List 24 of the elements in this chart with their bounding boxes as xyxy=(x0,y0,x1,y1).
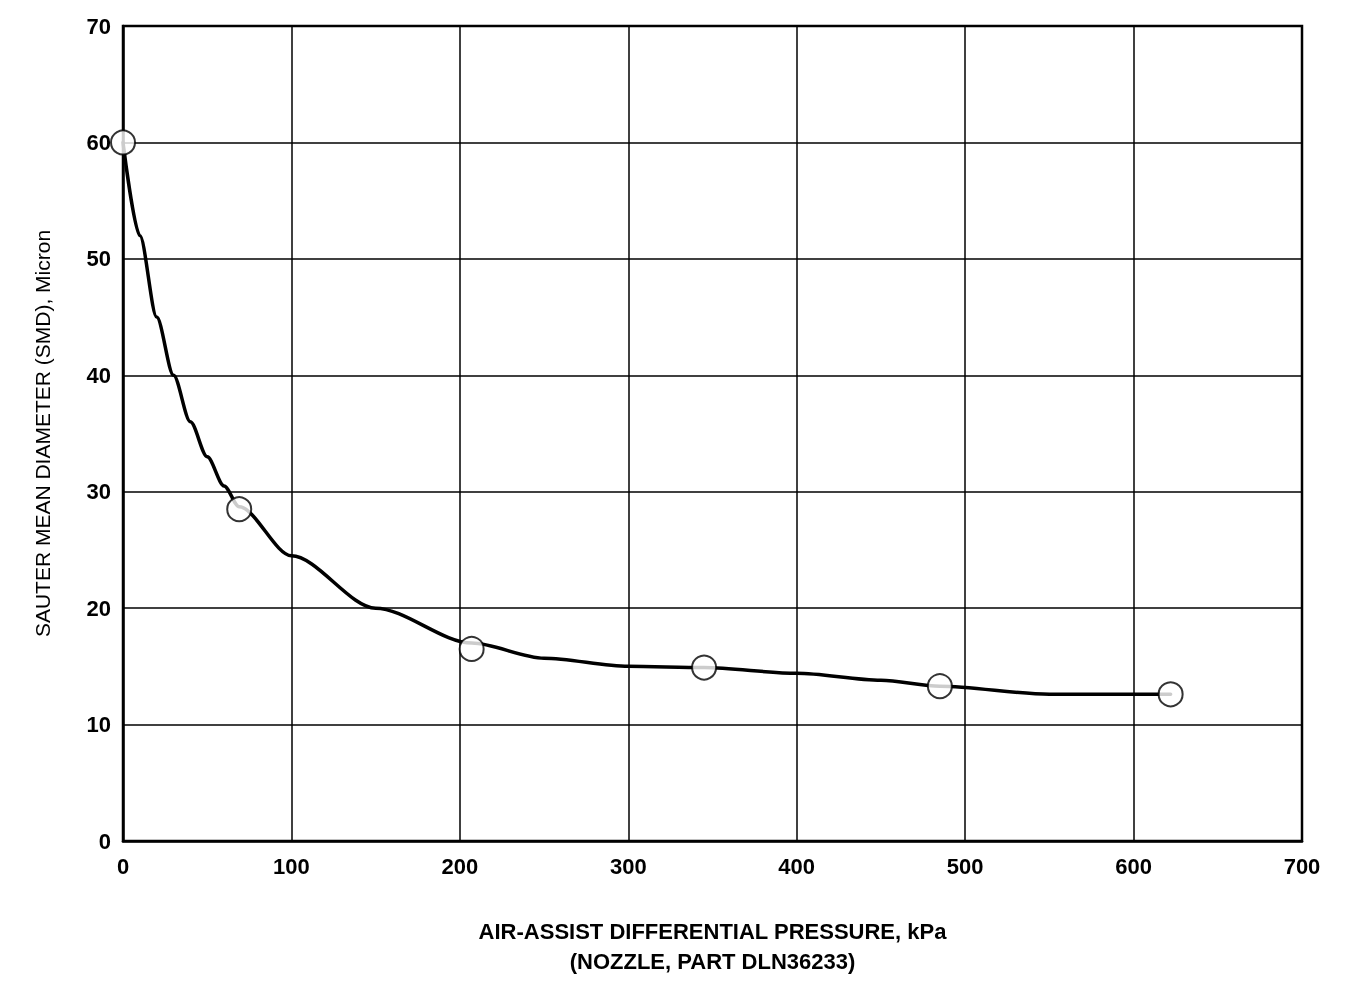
x-tick-label: 600 xyxy=(1115,853,1152,879)
point xyxy=(226,496,253,523)
y-tick-label: 40 xyxy=(86,362,111,388)
x-tick-label: 300 xyxy=(609,853,647,879)
x-tick-label: 400 xyxy=(778,853,816,879)
x-tick-label: 200 xyxy=(441,853,479,879)
point xyxy=(1157,681,1184,708)
y-tick-label: 10 xyxy=(86,712,111,738)
point xyxy=(458,635,485,662)
y-tick-label: 50 xyxy=(86,246,111,272)
point xyxy=(691,654,718,681)
y-tick-label: 60 xyxy=(86,129,111,155)
point xyxy=(110,129,136,156)
x-axis-title: AIR-ASSIST DIFFERENTIAL PRESSURE, kPa (NOZZLE, PART DLN36233) xyxy=(478,918,948,974)
x-tick-label: 500 xyxy=(946,853,984,879)
y-tick-label: 70 xyxy=(86,13,111,39)
y-tick-label: 20 xyxy=(86,595,111,621)
y-tick-label: 30 xyxy=(86,479,111,505)
y-tick-label: 0 xyxy=(98,828,111,854)
x-tick-label: 700 xyxy=(1283,853,1321,879)
x-tick-label: 100 xyxy=(273,853,310,879)
x-tick-label: 0 xyxy=(116,853,130,879)
point xyxy=(926,673,953,700)
y-axis-title: SAUTER MEAN DIAMETER (SMD), Micron xyxy=(31,229,54,638)
